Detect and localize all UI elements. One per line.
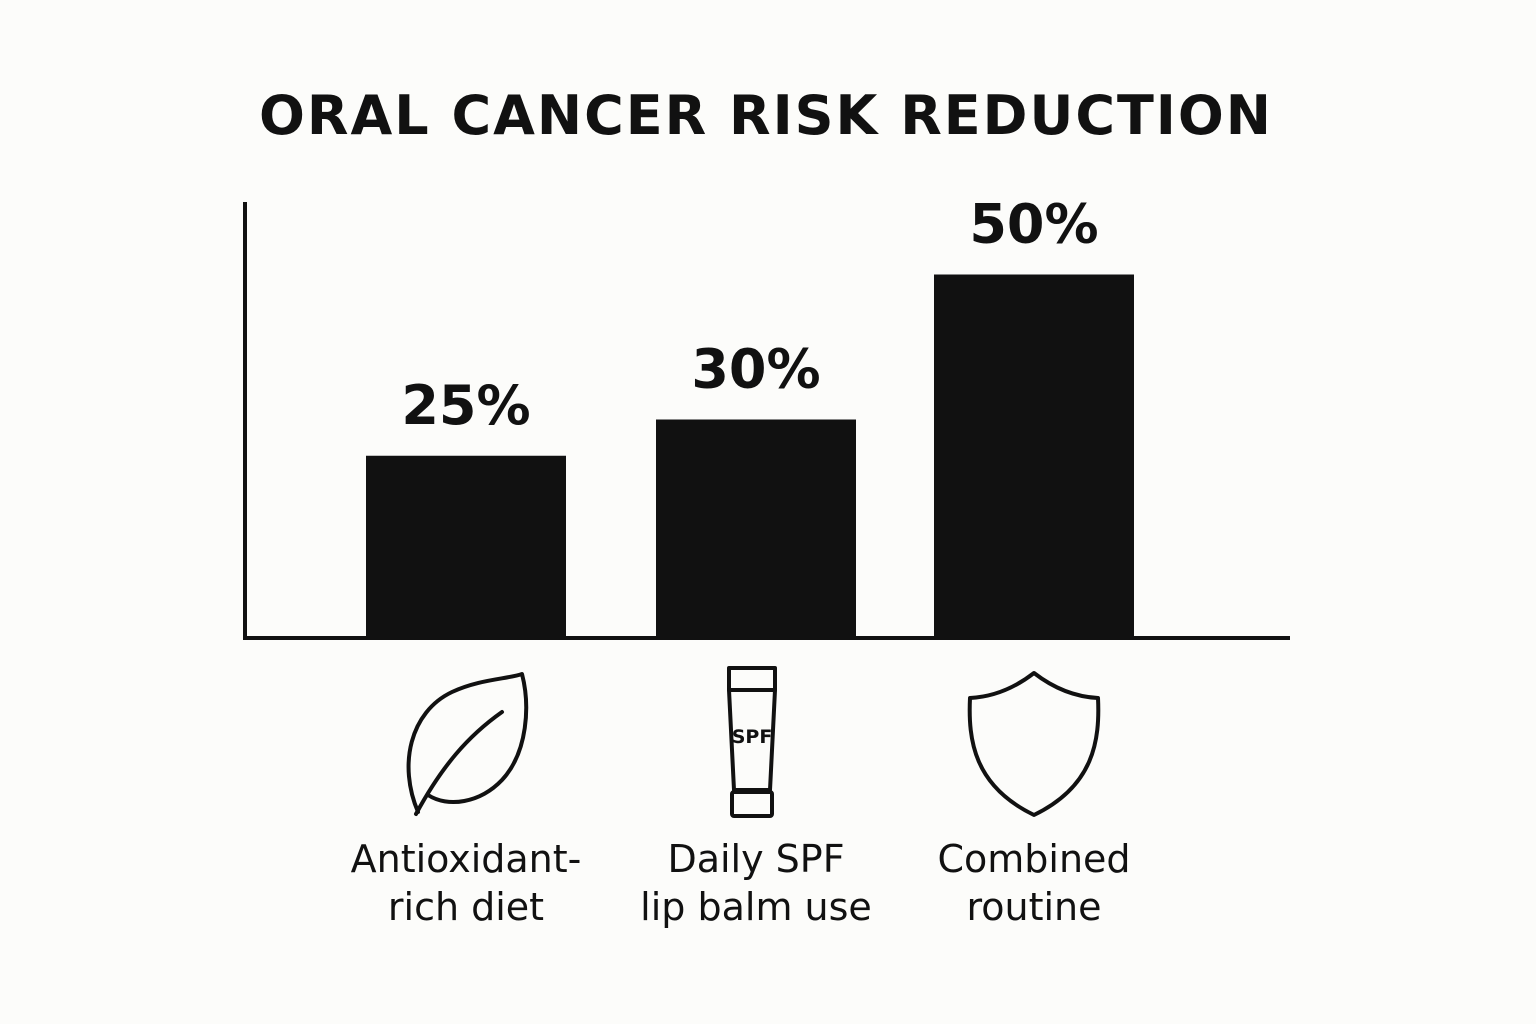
value-labels: 25% 30% 50% bbox=[401, 193, 1098, 437]
category-label-3-line-2: routine bbox=[966, 885, 1101, 929]
category-label-2-line-1: Daily SPF bbox=[667, 837, 844, 881]
category-label-3-line-1: Combined bbox=[937, 837, 1130, 881]
value-label-3: 50% bbox=[969, 193, 1098, 256]
bar-2 bbox=[656, 419, 856, 637]
chart-title: ORAL CANCER RISK REDUCTION bbox=[259, 84, 1273, 147]
value-label-2: 30% bbox=[691, 338, 820, 401]
category-label-1-line-1: Antioxidant- bbox=[351, 837, 582, 881]
bars bbox=[366, 274, 1134, 637]
category-label-1-line-2: rich diet bbox=[388, 885, 544, 929]
bar-1 bbox=[366, 455, 566, 637]
spf-icon-text: SPF bbox=[732, 726, 773, 748]
leaf-icon bbox=[406, 672, 529, 816]
category-label-2-line-2: lip balm use bbox=[640, 885, 872, 929]
value-label-1: 25% bbox=[401, 374, 530, 437]
bar-3 bbox=[934, 274, 1134, 637]
shield-icon bbox=[967, 671, 1101, 817]
spf-tube-icon: SPF bbox=[727, 666, 777, 818]
